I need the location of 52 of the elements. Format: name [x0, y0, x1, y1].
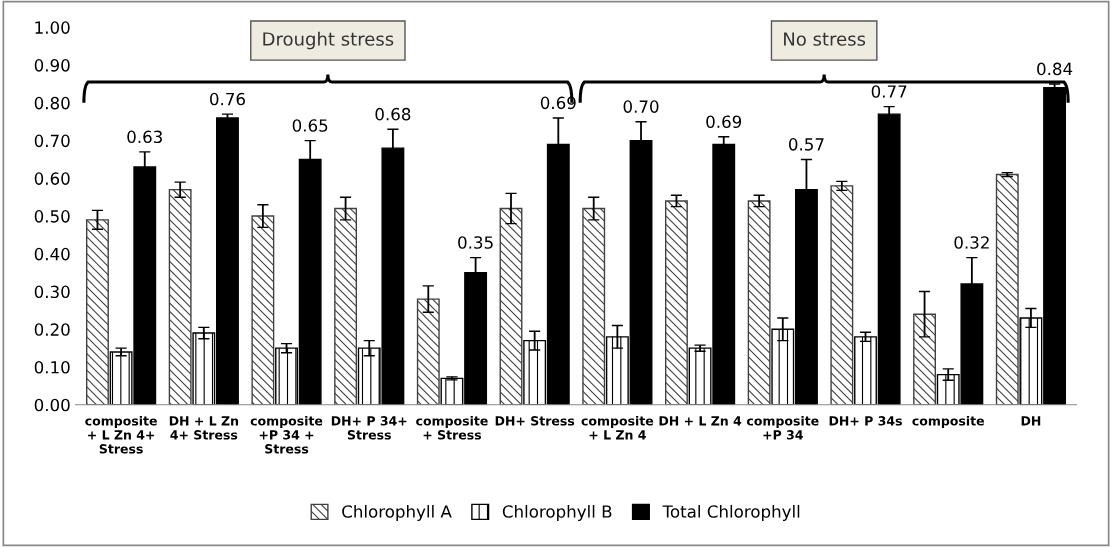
- y-tick-label: 1.00: [35, 21, 70, 34]
- y-tick-label: 0.70: [34, 134, 70, 148]
- y-tick-label: 0.90: [34, 59, 70, 72]
- data-label: 0.84: [1037, 62, 1073, 76]
- annotation: Drought stress: [263, 31, 394, 50]
- x-tick-label: composite + L Zn 4+ Stress: [85, 415, 157, 454]
- bar: [582, 207, 606, 405]
- data-label: 0.70: [623, 100, 659, 113]
- bar: [168, 188, 192, 405]
- bar: [499, 207, 523, 405]
- y-tick-label: 0.00: [34, 398, 70, 412]
- x-tick-label: DH + L Zn 4: [659, 416, 742, 426]
- x-tick-label: DH+ P 34s: [829, 416, 902, 426]
- legend-label: Chlorophyll B: [502, 504, 612, 522]
- x-tick-label: composite +P 34 + Stress: [250, 415, 323, 454]
- y-tick-label: 0.80: [34, 96, 70, 110]
- data-label: 0.77: [871, 85, 907, 98]
- bar: [747, 200, 771, 405]
- data-label: 0.63: [127, 130, 162, 144]
- bar: [334, 207, 358, 405]
- y-tick-label: 0.60: [34, 172, 70, 185]
- y-tick-label: 0.10: [34, 361, 70, 374]
- y-tick-label: 0.30: [34, 285, 70, 299]
- data-label: 0.57: [788, 138, 824, 151]
- legend-label: Total Chlorophyll: [662, 504, 800, 522]
- x-tick-label: DH + L Zn 4+ Stress: [169, 416, 238, 440]
- bar: [995, 173, 1019, 405]
- y-tick-label: 0.50: [34, 210, 70, 223]
- data-label: 0.69: [540, 96, 576, 110]
- bar: [251, 215, 275, 405]
- data-label: 0.76: [210, 92, 245, 106]
- x-tick-label: composite + L Zn 4: [581, 415, 654, 440]
- bar: [416, 298, 440, 405]
- data-label: 0.35: [458, 236, 493, 249]
- data-label: 0.69: [706, 115, 742, 129]
- data-label: 0.65: [292, 119, 328, 132]
- x-tick-label: DH: [1021, 416, 1041, 426]
- y-tick-label: 0.20: [34, 323, 70, 336]
- x-tick-label: composite +P 34: [746, 415, 819, 440]
- data-label: 0.32: [954, 236, 989, 249]
- annotation: No stress: [784, 32, 866, 46]
- y-tick-label: 0.40: [34, 247, 70, 261]
- bar: [664, 200, 688, 405]
- data-label: 0.68: [375, 107, 411, 121]
- x-tick-label: composite: [912, 415, 984, 428]
- bar: [86, 219, 109, 405]
- legend-label: Chlorophyll A: [342, 504, 452, 522]
- bar: [830, 185, 854, 405]
- x-tick-label: composite + Stress: [416, 415, 488, 440]
- x-tick-label: DH+ P 34+ Stress: [331, 416, 407, 440]
- x-tick-label: DH+ Stress: [495, 416, 575, 426]
- bar: [913, 313, 937, 405]
